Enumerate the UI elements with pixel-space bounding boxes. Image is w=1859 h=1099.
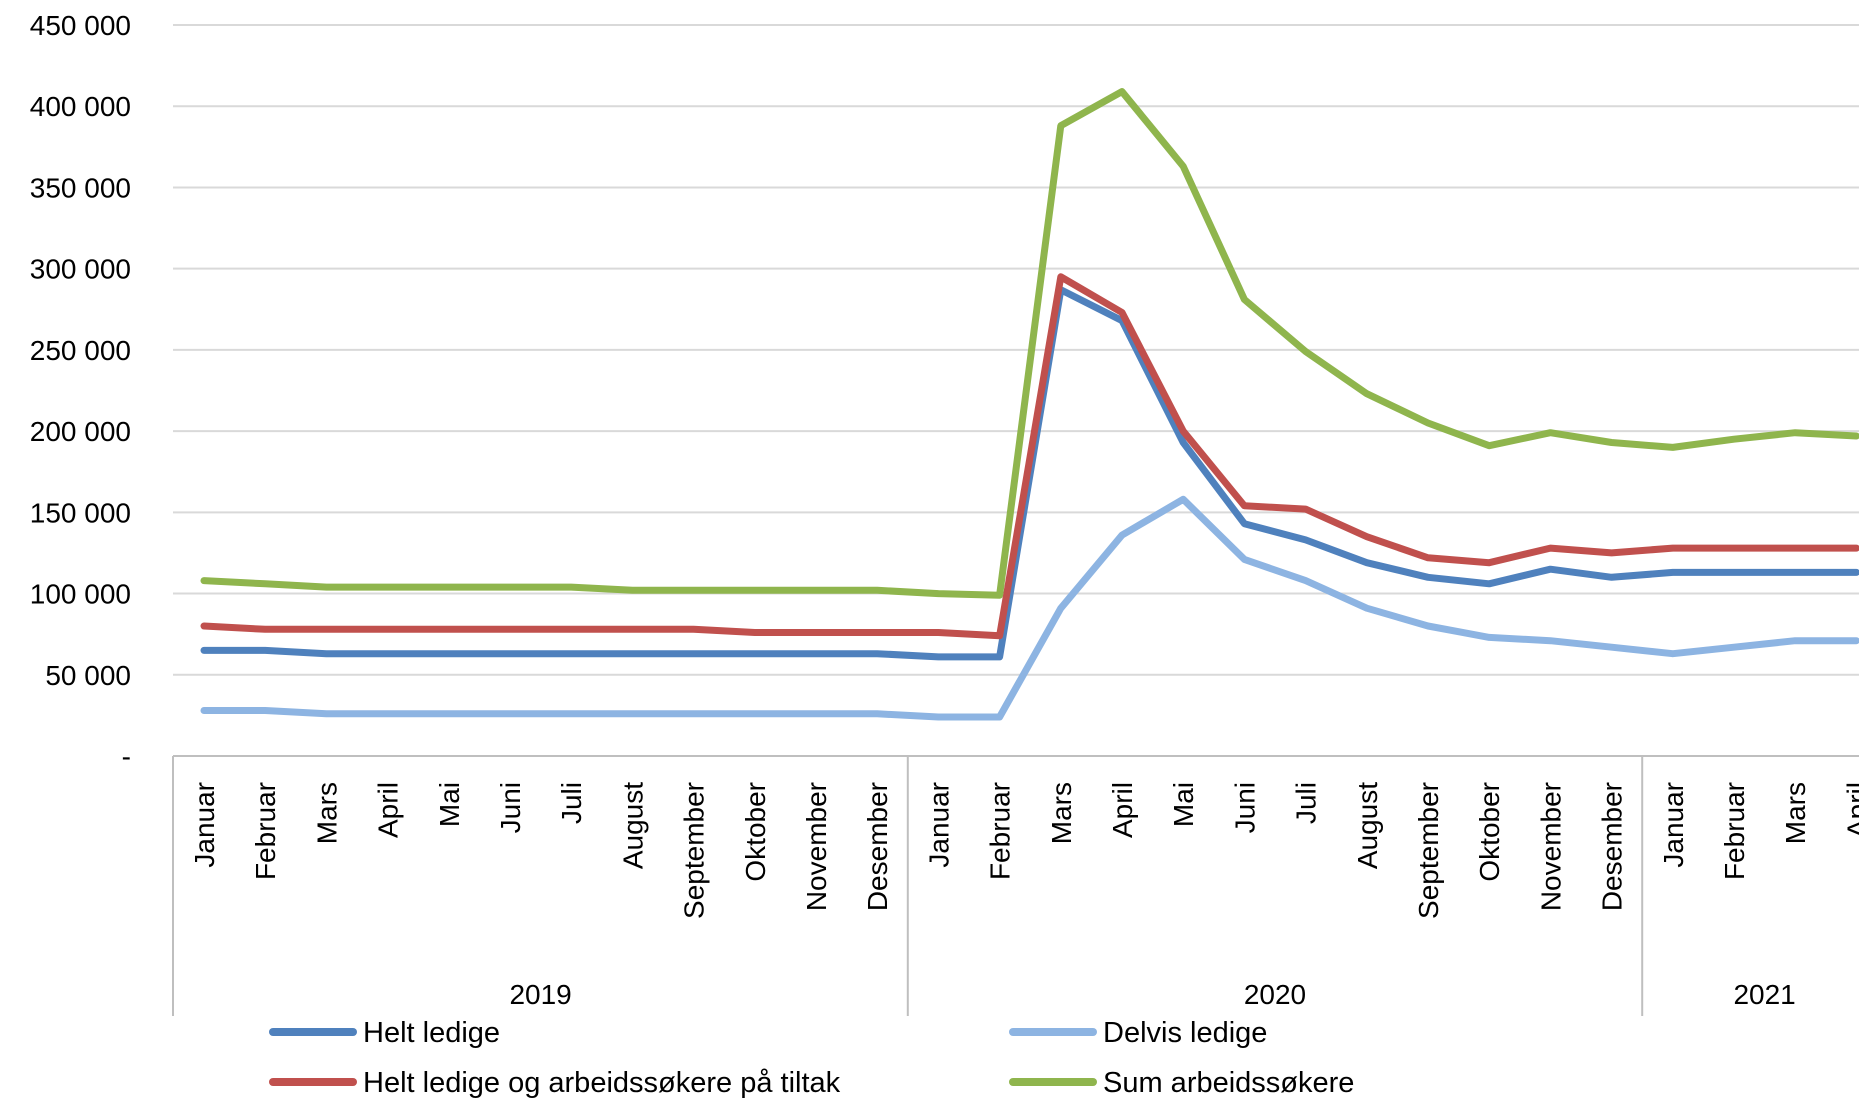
x-tick-label: Juni [1229, 782, 1260, 833]
x-tick-label: Mai [1168, 782, 1199, 827]
y-tick-label: 150 000 [30, 497, 131, 528]
year-label: 2021 [1733, 979, 1795, 1010]
y-tick-label: 350 000 [30, 172, 131, 203]
x-tick-label: Mai [434, 782, 465, 827]
x-tick-label: Juni [495, 782, 526, 833]
y-tick-label: 50 000 [45, 660, 131, 691]
x-tick-label: Oktober [1474, 782, 1505, 882]
x-tick-label: Desember [1597, 782, 1628, 911]
series-line-sum-arbeidss-kere [200, 88, 1859, 599]
x-tick-label: Januar [189, 782, 220, 868]
x-tick-label: April [1841, 782, 1859, 838]
series-line-delvis-ledige [200, 495, 1859, 721]
x-tick-label: Februar [985, 782, 1016, 880]
x-axis: Januar Februar Mars April Mai Juni Juli August S… [172, 755, 1859, 1016]
x-tick-label: August [617, 782, 648, 869]
y-tick-label: 100 000 [30, 579, 131, 610]
legend-label: Sum arbeidssøkere [1103, 1067, 1354, 1099]
series-lines [200, 88, 1859, 721]
x-tick-label: November [801, 782, 832, 911]
y-tick-label: 300 000 [30, 254, 131, 285]
y-axis: - 50 000 100 000 150 000 200 000 250 000 300 0… [30, 10, 131, 772]
x-tick-label: November [1535, 782, 1566, 911]
y-tick-label: 400 000 [30, 91, 131, 122]
legend-label: Helt ledige og arbeidssøkere på tiltak [363, 1067, 841, 1099]
x-tick-label: April [1107, 782, 1138, 838]
x-tick-label: Mars [311, 782, 342, 844]
x-tick-label: Mars [1046, 782, 1077, 844]
x-tick-label: Mars [1780, 782, 1811, 844]
x-tick-label: August [1352, 782, 1383, 869]
y-tick-label: 200 000 [30, 416, 131, 447]
x-tick-label: Januar [1658, 782, 1689, 868]
gridlines [173, 24, 1859, 676]
legend-label: Helt ledige [363, 1017, 500, 1049]
y-tick-label: - [122, 741, 131, 772]
year-label: 2020 [1244, 979, 1306, 1010]
year-label: 2019 [509, 979, 571, 1010]
x-tick-label: Desember [862, 782, 893, 911]
x-tick-label: September [1413, 782, 1444, 919]
x-tick-label: Juli [556, 782, 587, 824]
x-tick-label: Juli [1291, 782, 1322, 824]
x-tick-label: Januar [923, 782, 954, 868]
x-tick-label: September [679, 782, 710, 919]
y-tick-label: 450 000 [30, 10, 131, 41]
x-tick-label: Oktober [740, 782, 771, 882]
series-line-helt-ledige-og-arbeidss-kere-p-tiltak [200, 273, 1859, 640]
x-tick-label: Februar [250, 782, 281, 880]
legend: Helt ledige Delvis ledige Helt ledige og a… [269, 1017, 1354, 1099]
y-tick-label: 250 000 [30, 335, 131, 366]
x-tick-label: Februar [1719, 782, 1750, 880]
legend-label: Delvis ledige [1103, 1017, 1267, 1049]
x-tick-label: April [373, 782, 404, 838]
